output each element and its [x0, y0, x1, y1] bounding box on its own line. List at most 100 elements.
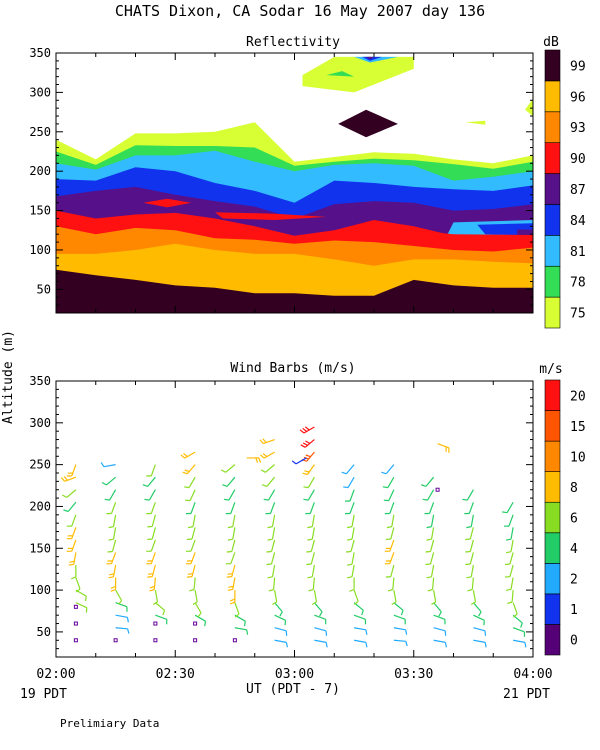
wind-calm-marker [73, 604, 78, 609]
wind-barb-staff [509, 552, 514, 565]
wind-barb-staff [470, 564, 474, 577]
wind-barb-feather [186, 576, 193, 578]
wind-barb-staff [389, 539, 395, 552]
wind-barb-feather [229, 601, 236, 605]
wind-colorbar-swatch-8 [544, 471, 561, 503]
wind-barb-feather [427, 588, 433, 592]
reflectivity-colorbar-tick-90: 90 [570, 152, 586, 167]
wind-barb-feather [444, 630, 447, 636]
wind-barb-staff [194, 614, 206, 622]
wind-barb-feather [234, 613, 240, 618]
wind-barb-feather [142, 484, 148, 487]
wind-calm-marker [153, 621, 158, 626]
wind-barb-feather [108, 538, 114, 541]
figure-title: CHATS Dixon, CA Sodar 16 May 2007 day 13… [115, 2, 485, 20]
wind-barb-staff [389, 502, 395, 514]
wind-barb-feather [307, 538, 313, 541]
wind-barb-staff [314, 639, 327, 643]
wind-barb-feather [325, 642, 328, 648]
wind-barb-feather [221, 469, 226, 473]
wind-barb-staff [470, 514, 474, 527]
wind-barb-feather [107, 550, 113, 553]
wind-barb-staff [508, 514, 514, 527]
reflectivity-colorbar-tick-84: 84 [570, 214, 586, 229]
wind-barb-staff [307, 489, 315, 501]
wind-colorbar-tick-2: 2 [570, 573, 578, 588]
wind-barb-staff [115, 627, 128, 630]
reflectivity-patch-8 [326, 71, 355, 77]
wind-barb-staff [430, 564, 435, 577]
wind-ytick-label: 350 [29, 374, 51, 388]
reflectivity-colorbar-swatch-75 [544, 296, 561, 329]
wind-barb-feather [60, 477, 66, 482]
reflectivity-patch-6 [338, 109, 398, 138]
wind-barb-feather [505, 588, 512, 591]
wind-barb-feather [524, 642, 527, 648]
wind-barb-feather [361, 610, 364, 616]
wind-colorbar-tick-15: 15 [570, 420, 586, 435]
wind-barb-staff [191, 527, 196, 540]
wind-barb-staff [469, 552, 474, 565]
wind-calm-marker [435, 487, 440, 492]
wind-barb-feather [365, 629, 368, 635]
reflectivity-ytick-label: 50 [37, 282, 51, 296]
reflectivity-colorbar-swatch-93 [544, 111, 561, 143]
wind-barb-feather [465, 563, 471, 566]
wind-ytick-label: 300 [29, 416, 51, 430]
wind-barb-staff [307, 476, 315, 488]
wind-barb-staff [385, 464, 395, 475]
wind-colorbar-tick-8: 8 [570, 481, 578, 496]
reflectivity-colorbar-tick-81: 81 [570, 245, 586, 260]
wind-barb-feather [405, 641, 408, 647]
wind-barb-feather [400, 610, 404, 616]
wind-barb-staff [234, 627, 247, 631]
wind-barb-staff [151, 514, 156, 527]
wind-barb-staff [154, 589, 159, 603]
wind-barb-feather [467, 588, 473, 592]
reflectivity-patch-11 [366, 56, 374, 60]
wind-barb-feather [470, 601, 476, 606]
wind-barb-staff [433, 639, 446, 643]
wind-barb-staff [190, 502, 196, 514]
reflectivity-colorbar-tick-78: 78 [570, 276, 586, 291]
wind-barb-feather [426, 538, 432, 541]
wind-barb-feather [420, 484, 427, 487]
reflectivity-patch-13 [465, 120, 486, 125]
wind-barb-staff [473, 614, 485, 621]
wind-barb-staff [513, 639, 526, 643]
wind-barb-staff [512, 627, 525, 633]
wind-barb-feather [226, 550, 232, 553]
wind-barb-feather [68, 563, 74, 566]
wind-barb-staff [510, 527, 514, 540]
wind-barb-staff [269, 502, 276, 514]
wind-barb-feather [425, 563, 431, 566]
wind-barb-feather [144, 498, 150, 501]
wind-barb-feather [346, 538, 353, 541]
wind-barb-staff [473, 639, 486, 643]
wind-barb-feather [465, 550, 471, 553]
wind-barb-feather [306, 550, 312, 553]
wind-barb-staff [427, 489, 435, 501]
wind-barb-staff [345, 464, 355, 475]
wind-barb-staff [106, 476, 117, 486]
wind-barb-feather [184, 469, 190, 473]
wind-barb-feather [104, 498, 110, 501]
wind-barb-staff [155, 614, 167, 620]
wind-title: Wind Barbs (m/s) [230, 361, 355, 376]
wind-barb-staff [150, 539, 156, 552]
wind-barb-feather [303, 498, 309, 501]
wind-barb-feather [261, 484, 268, 487]
wind-barb-feather [382, 486, 388, 489]
wind-barb-feather [346, 526, 353, 529]
wind-barb-feather [305, 454, 311, 458]
wind-barb-feather [63, 509, 69, 513]
wind-barb-feather [262, 438, 267, 443]
wind-barb-staff [347, 476, 355, 488]
wind-barb-staff [349, 489, 355, 502]
wind-barb-feather [465, 538, 471, 541]
wind-panel: Wind Barbs (m/s) 5010015020025030035002:… [29, 361, 585, 682]
wind-barb-feather [386, 526, 392, 529]
wind-barb-staff [430, 514, 435, 527]
wind-barb-staff [191, 564, 196, 577]
wind-barb-staff [109, 489, 117, 501]
